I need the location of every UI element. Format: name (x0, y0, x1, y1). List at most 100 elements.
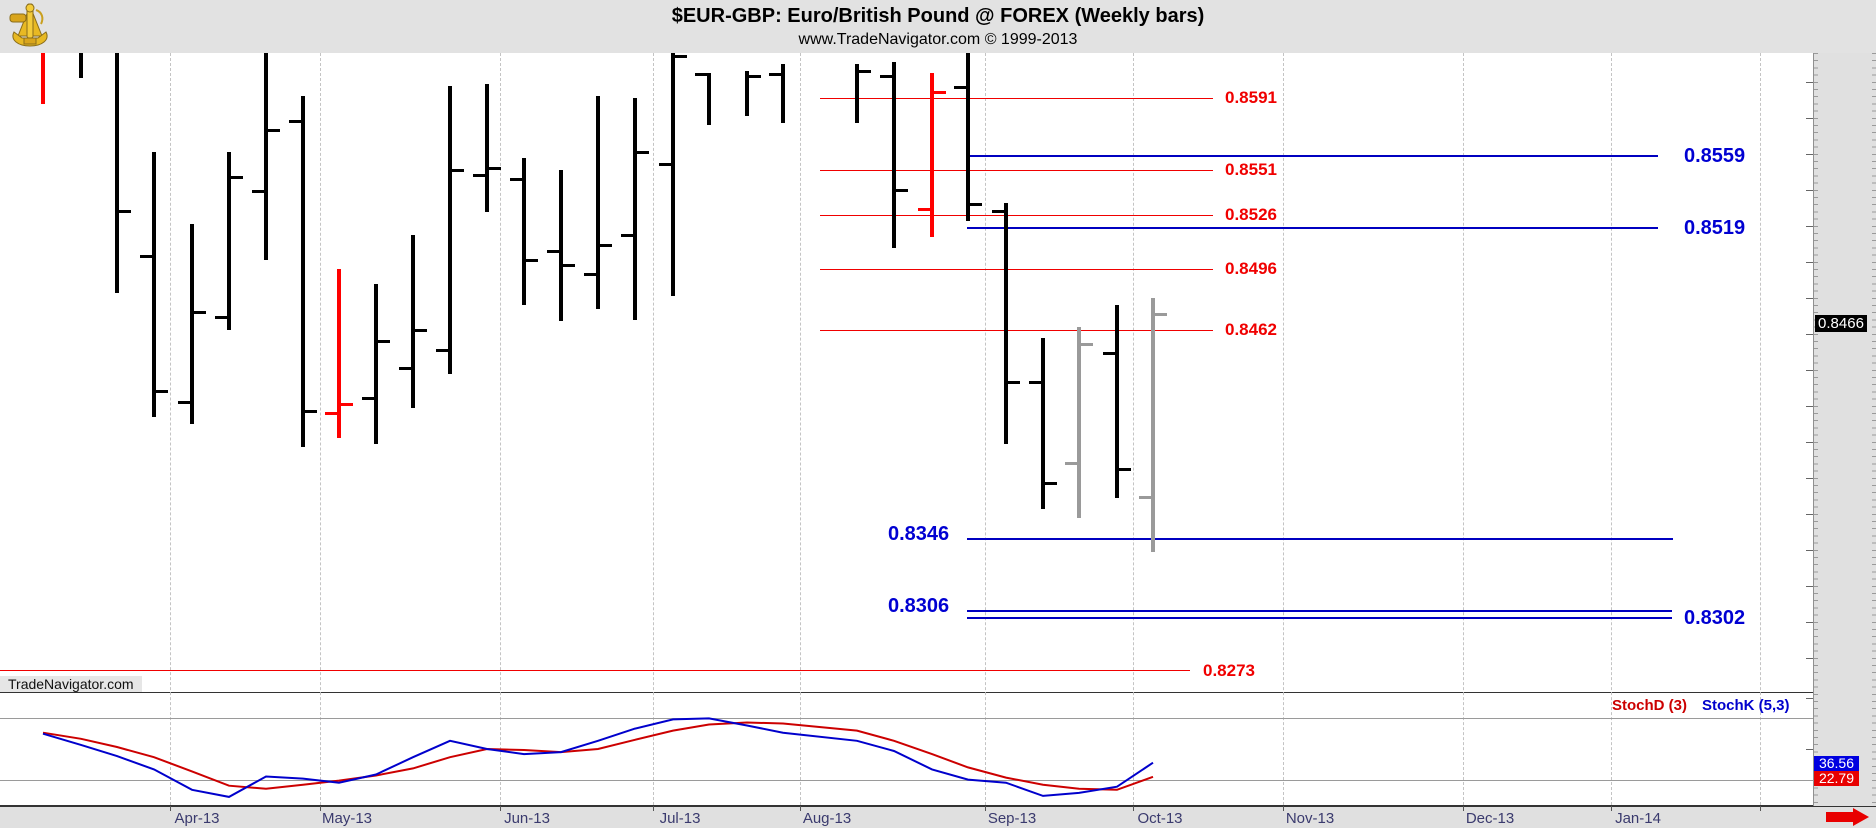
close-tick (1081, 343, 1093, 347)
month-gridline (1463, 53, 1464, 805)
month-tick (1463, 806, 1464, 811)
price-bar (966, 51, 970, 221)
close-tick (489, 166, 501, 170)
open-tick (510, 177, 522, 181)
price-major-tick (1806, 514, 1815, 515)
close-tick (378, 339, 390, 343)
arrow-head (1853, 808, 1869, 826)
price-bar (152, 152, 156, 417)
month-tick (1133, 806, 1134, 811)
open-tick (1139, 496, 1151, 500)
price-major-tick (1806, 550, 1815, 551)
red-level-label: 0.8526 (1225, 205, 1277, 225)
open-tick (659, 163, 671, 167)
month-tick (985, 806, 986, 811)
blue-level-label: 0.8559 (1684, 144, 1746, 167)
tradenavigator-logo-icon (9, 3, 48, 47)
close-tick (563, 264, 575, 268)
price-axis-minor-ticks (1814, 53, 1818, 806)
blue-level-line (967, 538, 1673, 541)
price-major-tick (1806, 118, 1815, 119)
close-tick (415, 328, 427, 332)
price-bar (411, 235, 415, 408)
price-major-tick (1806, 154, 1815, 155)
price-bar (41, 51, 45, 104)
month-tick (320, 806, 321, 811)
month-gridline (170, 53, 171, 805)
stoch-major-tick (1806, 698, 1815, 699)
blue-level-line (967, 154, 1658, 157)
price-major-tick (1806, 658, 1815, 659)
arrow-shaft (1826, 812, 1853, 822)
close-tick (452, 168, 464, 172)
month-gridline (1611, 53, 1612, 805)
blue-level-line (967, 617, 1672, 620)
open-tick (473, 174, 485, 178)
month-tick (1611, 806, 1612, 811)
month-tick (1283, 806, 1284, 811)
chart-title: $EUR-GBP: Euro/British Pound @ FOREX (We… (671, 5, 1205, 27)
price-bar (707, 73, 711, 126)
open-tick (769, 73, 781, 77)
red-level-label: 0.8551 (1225, 160, 1277, 180)
close-tick (1045, 481, 1057, 485)
red-level-label: 0.8462 (1225, 320, 1277, 340)
price-major-tick (1806, 262, 1815, 263)
price-bar (264, 51, 268, 261)
close-tick (675, 55, 687, 59)
watermark-label: TradeNavigator.com (0, 676, 142, 692)
open-tick (918, 208, 930, 212)
last-price-badge: 0.8466 (1815, 315, 1867, 333)
price-bar (448, 85, 452, 374)
stoch-curves (42, 717, 1154, 798)
close-tick (934, 91, 946, 95)
price-major-tick (1806, 370, 1815, 371)
price-bar (1115, 305, 1119, 498)
price-major-tick (1806, 190, 1815, 191)
blue-level-line (967, 610, 1672, 613)
price-bar (596, 96, 600, 309)
open-tick (399, 366, 411, 370)
panel-separator (0, 805, 1813, 806)
price-bar (633, 98, 637, 320)
open-tick (325, 411, 337, 415)
price-bar (190, 224, 194, 424)
month-label: Jan-14 (1615, 810, 1661, 827)
month-label: Jul-13 (659, 810, 701, 827)
month-tick (170, 806, 171, 811)
close-tick (119, 210, 131, 214)
scroll-right-arrow-icon[interactable] (1826, 808, 1870, 826)
open-tick (695, 73, 707, 77)
open-tick (252, 190, 264, 194)
stochK-line (42, 717, 1154, 798)
panel-separator (0, 692, 1813, 693)
price-bar (892, 62, 896, 248)
open-tick (1103, 352, 1115, 356)
price-major-tick (1806, 298, 1815, 299)
blue-level-line (967, 226, 1658, 229)
price-bar (1041, 337, 1045, 509)
time-axis (0, 806, 1876, 828)
open-tick (1065, 462, 1077, 466)
open-tick (178, 400, 190, 404)
stoch-ref-line (0, 779, 1813, 781)
close-tick (156, 390, 168, 394)
close-tick (268, 129, 280, 133)
month-label: Dec-13 (1465, 810, 1515, 827)
price-bar (337, 269, 341, 439)
price-bar (115, 51, 119, 293)
open-tick (954, 85, 966, 89)
month-gridline (320, 53, 321, 805)
red-level-line (820, 329, 1213, 331)
month-tick (500, 806, 501, 811)
open-tick (140, 255, 152, 259)
close-tick (600, 244, 612, 248)
open-tick (436, 348, 448, 352)
stochK-legend-label: StochK (5,3) (1702, 697, 1790, 714)
chart-subtitle: www.TradeNavigator.com © 1999-2013 (798, 31, 1078, 48)
stochD-line (42, 721, 1154, 791)
price-bar (374, 283, 378, 444)
price-axis-minor-ticks (1872, 53, 1876, 806)
month-gridline (1760, 53, 1761, 805)
close-tick (341, 402, 353, 406)
